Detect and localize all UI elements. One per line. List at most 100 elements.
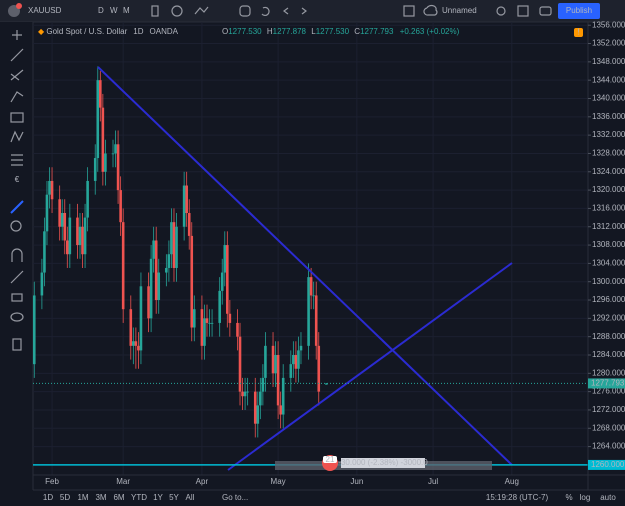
- range-button[interactable]: 6M: [113, 493, 124, 502]
- candle-body: [261, 377, 265, 392]
- snapshot-icon[interactable]: [539, 6, 552, 16]
- layout-icon[interactable]: [403, 5, 415, 17]
- candle-body: [299, 345, 303, 351]
- redo-icon[interactable]: [301, 7, 307, 15]
- trend-line[interactable]: [227, 262, 513, 471]
- range-button[interactable]: 5D: [60, 493, 70, 502]
- text-tool[interactable]: [10, 112, 24, 123]
- candle-body: [208, 322, 211, 324]
- warning-mark: !: [577, 28, 579, 37]
- plot-area: [32, 22, 588, 475]
- candle-body: [137, 345, 140, 351]
- indicator-icon[interactable]: [171, 5, 183, 17]
- candle-body: [45, 194, 49, 232]
- percent-toggle[interactable]: %: [565, 493, 572, 502]
- trendline-tool[interactable]: [10, 48, 24, 62]
- y-tick-label: 1316.000: [592, 204, 625, 213]
- goto-button[interactable]: Go to...: [222, 493, 248, 502]
- stay-drawing-tool[interactable]: [10, 270, 24, 284]
- ohlc-value: 1277.878: [273, 27, 307, 36]
- replay-icon[interactable]: [261, 6, 270, 17]
- candle-body: [292, 354, 295, 365]
- range-button[interactable]: 3M: [95, 493, 106, 502]
- candle-body: [314, 295, 318, 346]
- publish-button[interactable]: [558, 3, 600, 19]
- undo-icon[interactable]: [283, 7, 289, 15]
- range-button[interactable]: 1D: [43, 493, 53, 502]
- symbol[interactable]: XAUUSD: [28, 6, 62, 15]
- candle-body: [276, 354, 280, 406]
- brush-tool[interactable]: [10, 91, 24, 103]
- range-button[interactable]: YTD: [131, 493, 147, 502]
- candle-body: [185, 185, 188, 214]
- candle-body: [65, 240, 69, 255]
- icon-tool[interactable]: €: [15, 175, 20, 184]
- candle-body: [312, 295, 315, 297]
- cloud-icon[interactable]: [423, 4, 438, 16]
- fullscreen-icon[interactable]: [517, 5, 529, 17]
- candle-body: [132, 341, 135, 346]
- y-tick-label: 1300.000: [592, 277, 625, 286]
- lock-tool[interactable]: [11, 293, 23, 302]
- zoom-tool[interactable]: [10, 220, 22, 232]
- ohlc-legend: O1277.530 H1277.878 L1277.530 C1277.793 …: [222, 27, 460, 36]
- interval-button[interactable]: W: [110, 6, 118, 15]
- candle-body: [203, 318, 206, 346]
- candle-body: [58, 199, 61, 227]
- layout-name[interactable]: Unnamed: [442, 6, 477, 15]
- chart-interval: 1D: [133, 27, 143, 36]
- settings-icon[interactable]: [496, 6, 506, 16]
- range-button[interactable]: 5Y: [169, 493, 179, 502]
- x-tick-label: May: [271, 477, 286, 486]
- y-tick-label: 1288.000: [592, 332, 625, 341]
- chart-source: OANDA: [150, 27, 179, 36]
- candle-body: [246, 391, 249, 393]
- measure-tool[interactable]: [10, 200, 24, 214]
- candle-body: [259, 391, 262, 406]
- candle-body: [309, 277, 313, 296]
- range-button[interactable]: 1Y: [153, 493, 163, 502]
- range-button[interactable]: All: [186, 493, 195, 502]
- candle-body: [149, 258, 153, 319]
- interval-button[interactable]: M: [123, 6, 130, 15]
- measure-label-box: [341, 458, 425, 468]
- candle-body: [297, 350, 300, 369]
- pitchfork-tool[interactable]: [10, 69, 24, 81]
- compare-icon[interactable]: [194, 6, 209, 15]
- pattern-tool[interactable]: [10, 130, 24, 143]
- candle-body: [241, 391, 244, 397]
- header-bullet: ◆: [38, 27, 46, 36]
- candle-body: [192, 309, 196, 328]
- notification-dot: [16, 3, 22, 9]
- candle-body: [238, 336, 242, 392]
- candle-style-icon[interactable]: [151, 5, 159, 17]
- y-tick-label: 1332.000: [592, 130, 625, 139]
- interval-button[interactable]: D: [98, 6, 104, 15]
- publish-label[interactable]: Publish: [566, 6, 592, 15]
- range-button[interactable]: 1M: [77, 493, 88, 502]
- log-toggle[interactable]: log: [580, 493, 591, 502]
- crosshair-tool[interactable]: [12, 30, 22, 40]
- clock: 15:19:28 (UTC-7): [486, 493, 549, 502]
- candle-body: [68, 217, 72, 255]
- candle-body: [129, 309, 133, 346]
- candle-body: [182, 185, 186, 227]
- toolbar-icons: [151, 4, 552, 17]
- magnet-tool[interactable]: [11, 248, 23, 262]
- auto-toggle[interactable]: auto: [600, 493, 616, 502]
- candle-body: [226, 245, 229, 314]
- alert-icon[interactable]: [239, 5, 251, 17]
- y-tick-label: 1356.000: [592, 20, 625, 29]
- candle-body: [139, 286, 143, 351]
- forecast-tool[interactable]: [11, 154, 23, 166]
- trend-line[interactable]: [97, 66, 513, 466]
- candle-body: [165, 267, 168, 273]
- visibility-tool[interactable]: [10, 312, 24, 322]
- measure-badge-label: 21: [326, 455, 335, 464]
- candle-body: [78, 226, 82, 246]
- y-tick-label: 1352.000: [592, 39, 625, 48]
- warning-icon[interactable]: [574, 28, 583, 37]
- remove-tool[interactable]: [12, 338, 22, 351]
- candle-body: [114, 144, 117, 154]
- y-tick-label: 1344.000: [592, 75, 625, 84]
